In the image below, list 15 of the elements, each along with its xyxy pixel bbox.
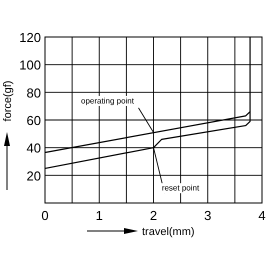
x-tick-label: 0 — [41, 208, 49, 223]
x-axis-title: travel(mm) — [142, 226, 195, 238]
y-tick-label: 20 — [26, 168, 41, 184]
y-tick-label: 60 — [26, 113, 41, 128]
annotation: operating point — [81, 96, 135, 106]
x-tick-label: 2 — [150, 208, 158, 223]
y-tick-label: 80 — [26, 85, 41, 100]
y-axis-title: force(gf) — [2, 80, 14, 122]
y-tick-label: 120 — [19, 30, 41, 45]
y-tick-label: 40 — [26, 140, 41, 156]
x-tick-label: 3 — [204, 208, 212, 223]
annotation: reset point — [162, 184, 200, 193]
x-tick-label: 1 — [96, 208, 103, 223]
x-tick-label: 4 — [258, 208, 266, 223]
y-tick-label: 100 — [19, 58, 41, 73]
